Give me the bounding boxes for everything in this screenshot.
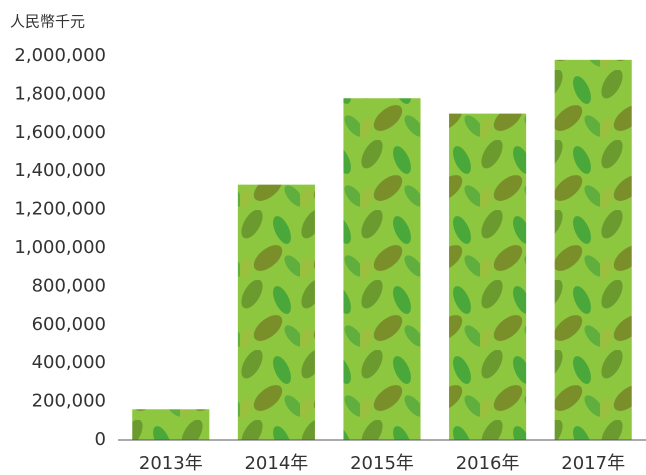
y-tick-label: 400,000 [32,352,106,373]
y-tick-label: 800,000 [32,275,106,296]
bar [343,98,420,440]
x-tick-label: 2013年 [139,453,203,474]
y-tick-label: 1,000,000 [14,237,106,258]
y-axis-label: 人民幣千元 [10,13,85,31]
y-tick-label: 1,600,000 [14,122,106,143]
y-tick-label: 1,400,000 [14,160,106,181]
x-tick-label: 2015年 [350,453,414,474]
y-tick-label: 600,000 [32,314,106,335]
y-tick-label: 1,200,000 [14,199,106,220]
x-tick-label: 2014年 [244,453,308,474]
chart: 人民幣千元 0 200,000 400,000 600,000 800,000 1,000… [0,0,646,475]
bar [238,185,315,440]
y-tick-label: 0 [95,429,106,450]
x-tick-label: 2016年 [456,453,520,474]
y-tick-label: 2,000,000 [14,45,106,66]
bar [555,60,632,440]
y-tick-label: 200,000 [32,391,106,412]
bar [449,114,526,440]
x-tick-label: 2017年 [561,453,625,474]
bar [132,409,209,440]
y-tick-label: 1,800,000 [14,83,106,104]
